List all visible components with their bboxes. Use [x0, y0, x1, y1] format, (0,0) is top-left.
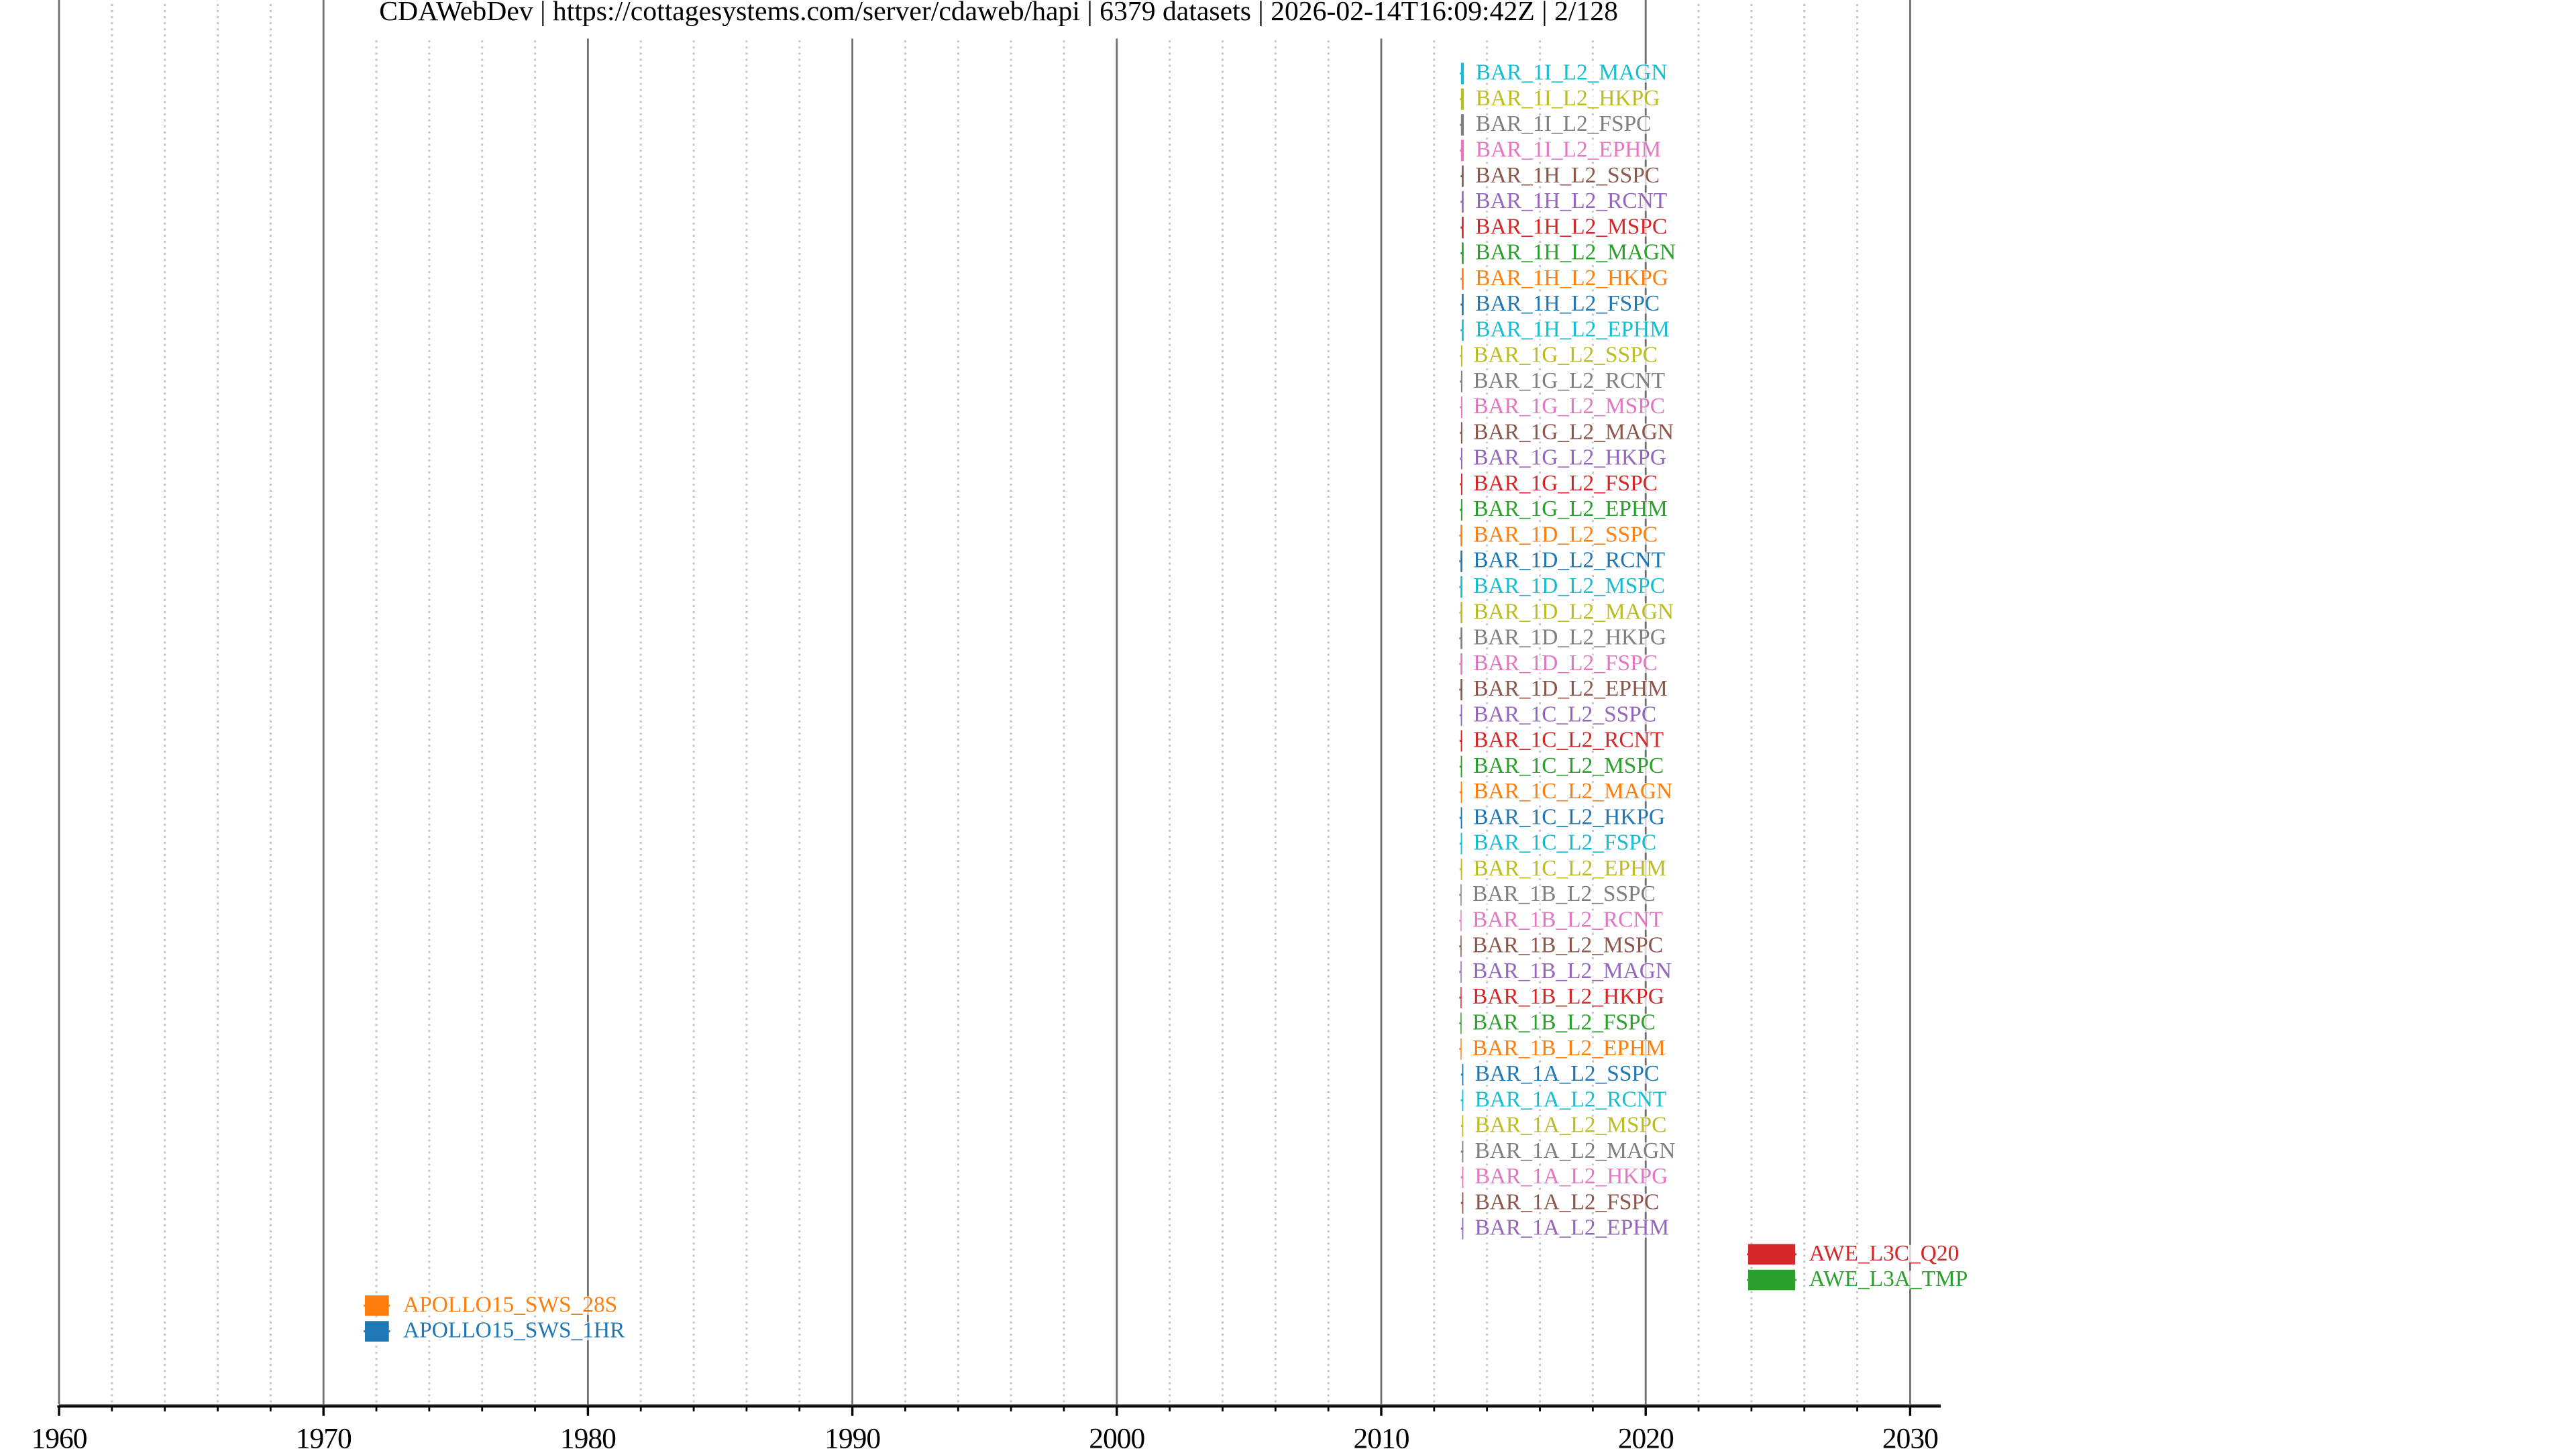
svg-text:BAR_1A_L2_RCNT: BAR_1A_L2_RCNT — [1475, 1087, 1667, 1112]
svg-text:BAR_1I_L2_EPHM: BAR_1I_L2_EPHM — [1476, 137, 1662, 162]
svg-text:BAR_1H_L2_EPHM: BAR_1H_L2_EPHM — [1475, 317, 1670, 341]
svg-text:BAR_1A_L2_FSPC: BAR_1A_L2_FSPC — [1475, 1189, 1660, 1214]
svg-text:BAR_1C_L2_SSPC: BAR_1C_L2_SSPC — [1473, 702, 1656, 727]
svg-text:BAR_1B_L2_FSPC: BAR_1B_L2_FSPC — [1472, 1010, 1656, 1035]
svg-text:BAR_1G_L2_FSPC: BAR_1G_L2_FSPC — [1473, 471, 1658, 496]
svg-text:BAR_1G_L2_MSPC: BAR_1G_L2_MSPC — [1473, 394, 1665, 419]
svg-text:BAR_1G_L2_MAGN: BAR_1G_L2_MAGN — [1473, 419, 1674, 444]
svg-text:BAR_1H_L2_HKPG: BAR_1H_L2_HKPG — [1475, 266, 1668, 290]
svg-text:1980: 1980 — [560, 1422, 616, 1449]
svg-text:BAR_1D_L2_MAGN: BAR_1D_L2_MAGN — [1473, 599, 1674, 624]
svg-text:BAR_1C_L2_MSPC: BAR_1C_L2_MSPC — [1473, 753, 1664, 778]
svg-text:BAR_1A_L2_SSPC: BAR_1A_L2_SSPC — [1475, 1061, 1660, 1086]
svg-text:BAR_1D_L2_EPHM: BAR_1D_L2_EPHM — [1473, 676, 1668, 701]
svg-text:BAR_1H_L2_FSPC: BAR_1H_L2_FSPC — [1475, 291, 1660, 316]
svg-text:APOLLO15_SWS_1HR: APOLLO15_SWS_1HR — [403, 1318, 625, 1343]
svg-text:BAR_1D_L2_FSPC: BAR_1D_L2_FSPC — [1473, 651, 1658, 676]
svg-text:2010: 2010 — [1354, 1422, 1409, 1449]
svg-text:BAR_1H_L2_MSPC: BAR_1H_L2_MSPC — [1475, 214, 1667, 239]
svg-text:BAR_1B_L2_RCNT: BAR_1B_L2_RCNT — [1472, 907, 1663, 932]
svg-text:BAR_1I_L2_FSPC: BAR_1I_L2_FSPC — [1476, 111, 1652, 136]
svg-text:BAR_1D_L2_SSPC: BAR_1D_L2_SSPC — [1473, 522, 1658, 547]
svg-text:BAR_1B_L2_HKPG: BAR_1B_L2_HKPG — [1472, 984, 1664, 1009]
svg-text:BAR_1I_L2_MAGN: BAR_1I_L2_MAGN — [1476, 60, 1668, 85]
svg-text:BAR_1C_L2_MAGN: BAR_1C_L2_MAGN — [1473, 779, 1672, 804]
svg-text:1960: 1960 — [32, 1422, 87, 1449]
svg-text:BAR_1A_L2_HKPG: BAR_1A_L2_HKPG — [1475, 1164, 1668, 1189]
svg-text:BAR_1G_L2_RCNT: BAR_1G_L2_RCNT — [1473, 368, 1665, 393]
svg-text:CDAWebDev | https://cottagesys: CDAWebDev | https://cottagesystems.com/s… — [379, 0, 1618, 27]
svg-text:BAR_1B_L2_MSPC: BAR_1B_L2_MSPC — [1472, 933, 1663, 958]
svg-text:2030: 2030 — [1882, 1422, 1938, 1449]
svg-text:BAR_1H_L2_SSPC: BAR_1H_L2_SSPC — [1475, 163, 1660, 188]
svg-text:1990: 1990 — [824, 1422, 880, 1449]
svg-text:BAR_1I_L2_HKPG: BAR_1I_L2_HKPG — [1476, 86, 1660, 111]
svg-text:BAR_1G_L2_HKPG: BAR_1G_L2_HKPG — [1473, 445, 1666, 470]
svg-text:BAR_1B_L2_MAGN: BAR_1B_L2_MAGN — [1472, 959, 1672, 983]
svg-text:BAR_1B_L2_SSPC: BAR_1B_L2_SSPC — [1472, 881, 1656, 906]
svg-text:BAR_1A_L2_MAGN: BAR_1A_L2_MAGN — [1475, 1138, 1676, 1163]
svg-text:AWE_L3C_Q20: AWE_L3C_Q20 — [1809, 1241, 1960, 1266]
svg-text:BAR_1H_L2_RCNT: BAR_1H_L2_RCNT — [1475, 189, 1667, 213]
svg-text:BAR_1A_L2_MSPC: BAR_1A_L2_MSPC — [1475, 1113, 1667, 1138]
svg-text:AWE_L3A_TMP: AWE_L3A_TMP — [1809, 1267, 1968, 1291]
svg-text:BAR_1B_L2_EPHM: BAR_1B_L2_EPHM — [1472, 1036, 1666, 1061]
svg-text:BAR_1A_L2_EPHM: BAR_1A_L2_EPHM — [1475, 1216, 1670, 1240]
svg-text:BAR_1D_L2_MSPC: BAR_1D_L2_MSPC — [1473, 574, 1665, 598]
svg-text:BAR_1H_L2_MAGN: BAR_1H_L2_MAGN — [1475, 240, 1676, 265]
svg-text:1970: 1970 — [296, 1422, 352, 1449]
svg-text:BAR_1C_L2_EPHM: BAR_1C_L2_EPHM — [1473, 856, 1666, 881]
svg-text:BAR_1C_L2_HKPG: BAR_1C_L2_HKPG — [1473, 804, 1665, 829]
svg-text:BAR_1D_L2_RCNT: BAR_1D_L2_RCNT — [1473, 548, 1665, 573]
svg-text:BAR_1C_L2_RCNT: BAR_1C_L2_RCNT — [1473, 728, 1664, 753]
svg-text:BAR_1C_L2_FSPC: BAR_1C_L2_FSPC — [1473, 830, 1656, 855]
svg-text:BAR_1G_L2_SSPC: BAR_1G_L2_SSPC — [1473, 343, 1658, 368]
svg-text:BAR_1G_L2_EPHM: BAR_1G_L2_EPHM — [1473, 496, 1668, 521]
svg-text:2020: 2020 — [1618, 1422, 1674, 1449]
svg-text:BAR_1D_L2_HKPG: BAR_1D_L2_HKPG — [1473, 625, 1666, 650]
svg-text:2000: 2000 — [1089, 1422, 1144, 1449]
svg-text:APOLLO15_SWS_28S: APOLLO15_SWS_28S — [403, 1292, 617, 1317]
